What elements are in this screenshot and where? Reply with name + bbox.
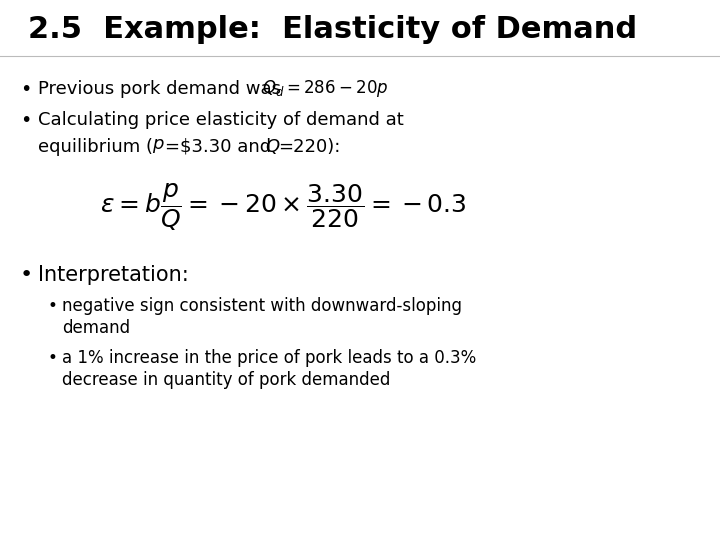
Text: •: • — [48, 349, 58, 367]
Text: =220):: =220): — [278, 138, 341, 156]
Text: Previous pork demand was: Previous pork demand was — [38, 80, 281, 98]
Text: equilibrium (: equilibrium ( — [38, 138, 153, 156]
Text: •: • — [20, 111, 32, 130]
Text: •: • — [20, 265, 33, 285]
Text: Copyright ©2014 Pearson Education, Inc.  All rights reserved.: Copyright ©2014 Pearson Education, Inc. … — [14, 516, 359, 525]
Text: a 1% increase in the price of pork leads to a 0.3%: a 1% increase in the price of pork leads… — [62, 349, 476, 367]
Text: demand: demand — [62, 319, 130, 337]
Text: Interpretation:: Interpretation: — [38, 265, 189, 285]
Text: $\varepsilon = b\dfrac{p}{Q} = -20 \times \dfrac{3.30}{220} = -0.3$: $\varepsilon = b\dfrac{p}{Q} = -20 \time… — [100, 181, 467, 233]
Text: 2-22: 2-22 — [680, 516, 706, 525]
Text: Calculating price elasticity of demand at: Calculating price elasticity of demand a… — [38, 111, 404, 129]
Text: •: • — [20, 80, 32, 99]
Text: =$3.30 and: =$3.30 and — [165, 138, 271, 156]
Text: •: • — [48, 297, 58, 315]
Text: $p$: $p$ — [152, 137, 165, 154]
Text: $Q_d = 286 - 20p$: $Q_d = 286 - 20p$ — [262, 78, 389, 99]
Text: 2.5  Example:  Elasticity of Demand: 2.5 Example: Elasticity of Demand — [28, 15, 637, 44]
Text: $Q$: $Q$ — [265, 137, 281, 156]
Text: negative sign consistent with downward-sloping: negative sign consistent with downward-s… — [62, 297, 462, 315]
Text: decrease in quantity of pork demanded: decrease in quantity of pork demanded — [62, 371, 390, 389]
